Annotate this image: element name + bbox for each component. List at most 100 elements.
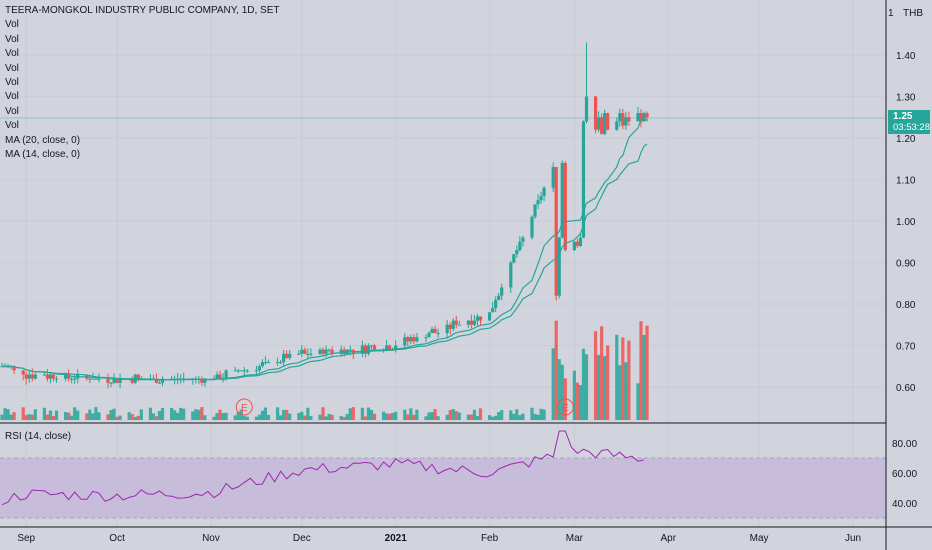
- candle-body: [318, 349, 322, 354]
- price-tick-label: 1.10: [896, 176, 916, 187]
- legend-vol: Vol: [5, 62, 19, 74]
- candle-body: [239, 370, 243, 372]
- candle-body: [160, 378, 165, 383]
- volume-bar: [327, 413, 331, 420]
- volume-bar: [173, 410, 177, 420]
- volume-bar: [242, 415, 246, 420]
- volume-bar: [67, 412, 71, 420]
- volume-bar: [406, 414, 410, 420]
- last-price-value: 1.25: [893, 111, 913, 122]
- candle-body: [242, 370, 246, 372]
- volume-bar: [339, 416, 343, 420]
- price-axis: 1.40 1.30 1.20 1.10 1.00 0.90 0.80 0.70 0.60: [896, 51, 916, 394]
- candle-body: [342, 349, 346, 354]
- volume-bar: [321, 407, 325, 420]
- candle-body: [618, 113, 622, 122]
- volume-bar: [424, 416, 428, 420]
- legend-vol: Vol: [5, 105, 19, 117]
- volume-bar: [97, 412, 101, 420]
- candle-body: [67, 374, 71, 379]
- volume-bar: [224, 412, 228, 420]
- candle-body: [48, 374, 53, 379]
- legend: TEERA-MONGKOL INDUSTRY PUBLIC COMPANY, 1…: [5, 4, 280, 162]
- volume-bar: [263, 407, 268, 420]
- volume-bar: [260, 410, 265, 420]
- candle-body: [279, 362, 283, 364]
- volume-bar: [245, 416, 249, 420]
- candle-body: [282, 353, 286, 363]
- volume-bar: [63, 412, 68, 420]
- volume-bar: [285, 409, 289, 420]
- candle-body: [454, 320, 458, 325]
- candle-body: [639, 113, 643, 122]
- volume-bar: [351, 407, 355, 420]
- candle-body: [118, 378, 122, 383]
- bar-countdown: 03:53:28: [893, 122, 930, 133]
- volume-bar: [606, 345, 610, 420]
- candle-body: [263, 362, 268, 364]
- volume-bar: [388, 413, 392, 420]
- earnings-marker-label: E: [562, 403, 569, 414]
- volume-bar: [427, 412, 431, 420]
- candle-body: [642, 113, 646, 122]
- volume-bar: [363, 416, 368, 420]
- time-tick-label: May: [750, 533, 769, 544]
- volume-bar: [494, 415, 498, 420]
- volume-bar: [584, 354, 589, 420]
- candle-body: [557, 237, 561, 296]
- volume-bar: [70, 415, 74, 420]
- candle-body: [73, 378, 77, 380]
- time-tick-label: Sep: [17, 533, 35, 544]
- candle-body: [584, 96, 589, 122]
- volume-bar: [645, 325, 649, 420]
- volume-bar: [366, 407, 371, 420]
- volume-bar: [636, 383, 640, 420]
- rsi-tick-label: 40.00: [892, 499, 917, 510]
- volume-bar: [533, 413, 537, 420]
- volume-bar: [54, 410, 59, 420]
- candle-body: [466, 320, 470, 325]
- candle-body: [348, 349, 352, 351]
- price-tick-label: 1.00: [896, 217, 916, 228]
- volume-bar: [33, 409, 37, 420]
- volume-bar: [42, 407, 46, 420]
- volume-bar: [342, 416, 346, 420]
- volume-bar: [194, 409, 198, 420]
- legend-vol: Vol: [5, 91, 19, 103]
- candle-body: [309, 353, 313, 355]
- volume-bar: [539, 408, 543, 420]
- candle-body: [88, 378, 92, 380]
- volume-bar: [236, 411, 240, 420]
- candle-body: [24, 374, 28, 379]
- volume-bar: [345, 413, 349, 420]
- volume-bar: [160, 407, 165, 420]
- candle-body: [627, 117, 631, 122]
- rsi-line: [1, 430, 645, 506]
- volume-bar: [457, 412, 461, 420]
- candle-body: [430, 328, 434, 334]
- candle-body: [536, 200, 540, 205]
- earnings-marker[interactable]: [556, 398, 574, 416]
- candle-body: [518, 241, 522, 251]
- candle-body: [603, 113, 607, 134]
- candle-body: [297, 353, 301, 355]
- legend-vol: Vol: [5, 19, 19, 31]
- volume-bar: [575, 382, 580, 420]
- candle-body: [415, 337, 419, 342]
- candle-body: [115, 378, 119, 383]
- volume-bar: [624, 362, 628, 420]
- candle-body: [436, 333, 440, 335]
- volume-bar: [203, 415, 207, 420]
- earnings-marker[interactable]: [235, 398, 253, 416]
- candle-body: [406, 337, 410, 342]
- volume-bar: [221, 413, 225, 420]
- volume-bar: [306, 407, 310, 420]
- volume-bar: [279, 415, 283, 420]
- candle-body: [327, 349, 331, 351]
- volume-bar: [275, 407, 280, 420]
- volume-bar: [136, 415, 140, 420]
- ma14-line: [2, 118, 648, 381]
- volume-bar: [179, 407, 183, 420]
